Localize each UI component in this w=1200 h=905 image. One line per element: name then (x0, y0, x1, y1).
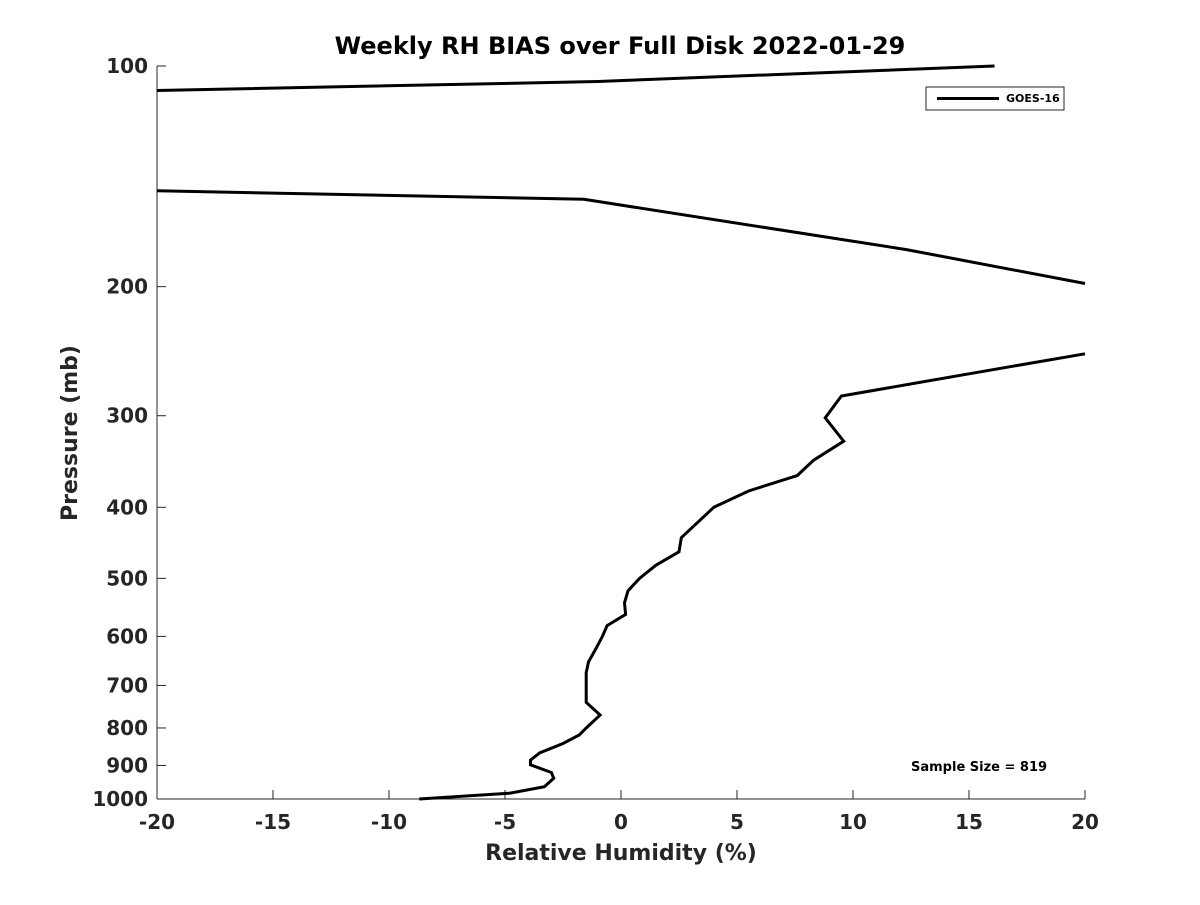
chart-title: Weekly RH BIAS over Full Disk 2022-01-29 (335, 32, 906, 60)
series-line-2 (156, 64, 995, 92)
y-tick-label: 300 (106, 404, 148, 428)
x-ticks: -20 -15 -10 -5 0 5 10 15 20 (139, 790, 1099, 834)
x-tick-label: 5 (730, 810, 744, 834)
series-line-0 (419, 352, 1086, 801)
x-tick-label: 15 (955, 810, 983, 834)
y-tick-label: 800 (106, 716, 148, 740)
x-tick-label: 10 (839, 810, 867, 834)
y-tick-label: 1000 (92, 787, 148, 811)
y-axis-label: Pressure (mb) (58, 345, 83, 521)
sample-size-annotation: Sample Size = 819 (911, 760, 1047, 775)
series-line-1 (156, 189, 1086, 285)
x-tick-label: -10 (371, 810, 407, 834)
series-lines (156, 64, 1086, 801)
y-tick-label: 500 (106, 566, 148, 590)
x-axis-label: Relative Humidity (%) (485, 841, 757, 866)
plot-area: -20 -15 -10 -5 0 5 10 15 20 100 200 300 400 500 600 70… (92, 54, 1099, 834)
x-tick-label: -5 (494, 810, 516, 834)
x-tick-label: 0 (614, 810, 628, 834)
y-tick-label: 700 (106, 673, 148, 697)
y-tick-label: 600 (106, 624, 148, 648)
x-tick-label: -15 (255, 810, 291, 834)
y-tick-label: 200 (106, 275, 148, 299)
y-tick-label: 900 (106, 753, 148, 777)
y-ticks: 100 200 300 400 500 600 700 800 900 1000 (92, 54, 166, 811)
legend: GOES-16 (925, 86, 1065, 111)
x-tick-label: -20 (139, 810, 175, 834)
y-tick-label: 100 (106, 54, 148, 78)
y-tick-label: 400 (106, 495, 148, 519)
x-tick-label: 20 (1071, 810, 1099, 834)
legend-label-goes-16: GOES-16 (1006, 92, 1060, 105)
